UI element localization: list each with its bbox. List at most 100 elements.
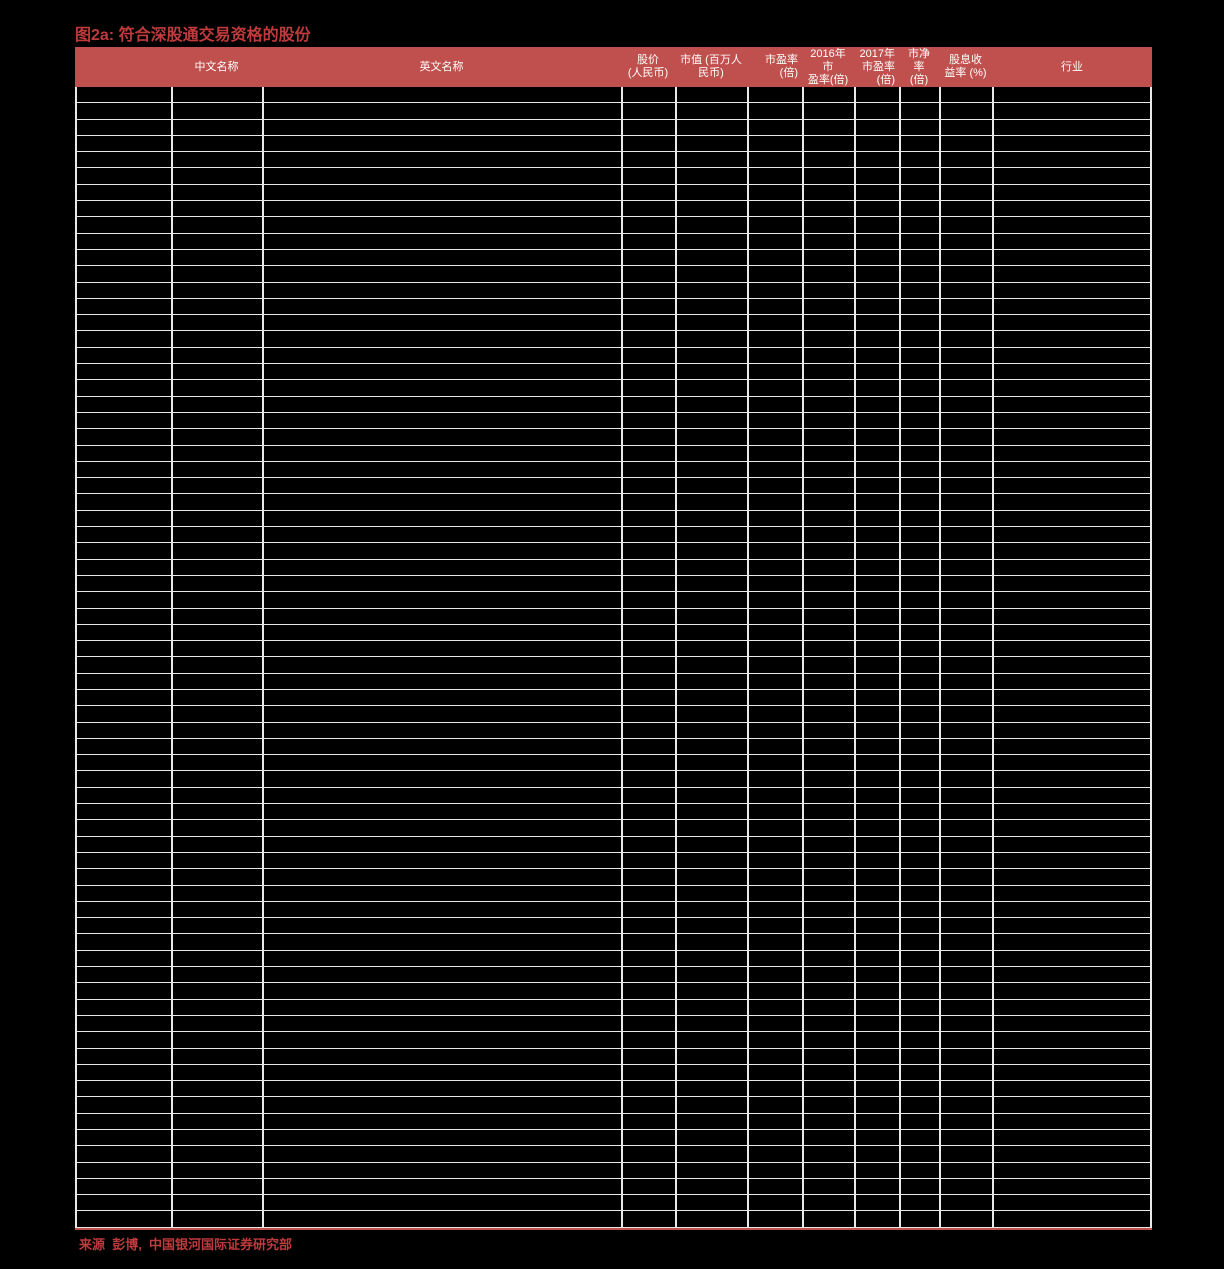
table-cell — [939, 152, 992, 167]
table-row — [75, 869, 1152, 886]
table-cell — [262, 429, 621, 444]
table-cell — [747, 804, 802, 819]
table-cell — [899, 1065, 939, 1080]
table-row — [75, 885, 1152, 902]
table-cell — [262, 657, 621, 672]
table-cell — [171, 771, 262, 786]
table-cell — [262, 283, 621, 298]
table-cell — [75, 1032, 171, 1047]
table-cell — [802, 934, 854, 949]
table-cell — [854, 543, 899, 558]
table-row — [75, 152, 1152, 169]
table-cell — [899, 690, 939, 705]
table-cell — [802, 299, 854, 314]
table-cell — [171, 494, 262, 509]
table-cell — [675, 494, 747, 509]
table-cell — [992, 804, 1152, 819]
table-cell — [621, 1179, 675, 1194]
table-cell — [675, 934, 747, 949]
table-row — [75, 1048, 1152, 1065]
table-cell — [899, 1179, 939, 1194]
table-cell — [621, 657, 675, 672]
table-cell — [854, 1049, 899, 1064]
table-cell — [802, 723, 854, 738]
table-cell — [939, 739, 992, 754]
table-row — [75, 461, 1152, 479]
table-cell — [992, 478, 1152, 493]
table-cell — [802, 1097, 854, 1112]
table-cell — [675, 723, 747, 738]
table-cell — [854, 1065, 899, 1080]
table-cell — [75, 657, 171, 672]
table-cell — [992, 902, 1152, 917]
table-cell — [992, 413, 1152, 428]
table-cell — [939, 576, 992, 591]
table-cell — [939, 755, 992, 770]
table-cell — [992, 674, 1152, 689]
table-cell — [75, 103, 171, 118]
table-cell — [75, 543, 171, 558]
table-cell — [75, 1097, 171, 1112]
table-cell — [854, 1195, 899, 1210]
table-cell — [675, 771, 747, 786]
table-row — [75, 950, 1152, 968]
table-cell — [75, 185, 171, 200]
table-cell — [75, 299, 171, 314]
table-cell — [802, 657, 854, 672]
table-cell — [899, 609, 939, 624]
table-cell — [939, 201, 992, 216]
table-cell — [747, 820, 802, 835]
table-cell — [75, 1179, 171, 1194]
table-cell — [802, 609, 854, 624]
table-cell — [75, 755, 171, 770]
table-cell — [675, 1000, 747, 1015]
table-cell — [75, 168, 171, 183]
table-cell — [899, 967, 939, 982]
table-cell — [899, 315, 939, 330]
table-cell — [262, 1130, 621, 1145]
table-cell — [802, 902, 854, 917]
table-cell — [854, 331, 899, 346]
table-cell — [75, 152, 171, 167]
table-cell — [171, 136, 262, 151]
table-cell — [992, 87, 1152, 102]
table-cell — [939, 364, 992, 379]
column-header-6: 2016年市 盈率(倍) — [807, 47, 849, 86]
table-cell — [802, 690, 854, 705]
table-cell — [802, 1065, 854, 1080]
table-cell — [747, 609, 802, 624]
table-cell — [675, 609, 747, 624]
grid-line-vertical — [75, 87, 77, 1228]
table-cell — [802, 592, 854, 607]
table-cell — [675, 755, 747, 770]
table-cell — [992, 494, 1152, 509]
table-cell — [675, 348, 747, 363]
table-cell — [621, 609, 675, 624]
table-cell — [747, 266, 802, 281]
table-cell — [939, 527, 992, 542]
table-cell — [854, 87, 899, 102]
table-cell — [675, 266, 747, 281]
table-cell — [171, 625, 262, 640]
table-cell — [992, 136, 1152, 151]
table-cell — [854, 902, 899, 917]
table-cell — [171, 283, 262, 298]
table-cell — [675, 299, 747, 314]
table-cell — [747, 250, 802, 265]
table-cell — [675, 657, 747, 672]
table-cell — [675, 103, 747, 118]
table-cell — [992, 1065, 1152, 1080]
table-cell — [939, 1211, 992, 1226]
table-cell — [75, 951, 171, 966]
table-cell — [747, 152, 802, 167]
table-cell — [621, 739, 675, 754]
table-row — [75, 1178, 1152, 1196]
table-cell — [747, 837, 802, 852]
table-cell — [854, 168, 899, 183]
table-cell — [992, 853, 1152, 868]
table-cell — [747, 592, 802, 607]
table-cell — [854, 478, 899, 493]
table-cell — [939, 690, 992, 705]
table-cell — [854, 250, 899, 265]
table-row — [75, 527, 1152, 544]
